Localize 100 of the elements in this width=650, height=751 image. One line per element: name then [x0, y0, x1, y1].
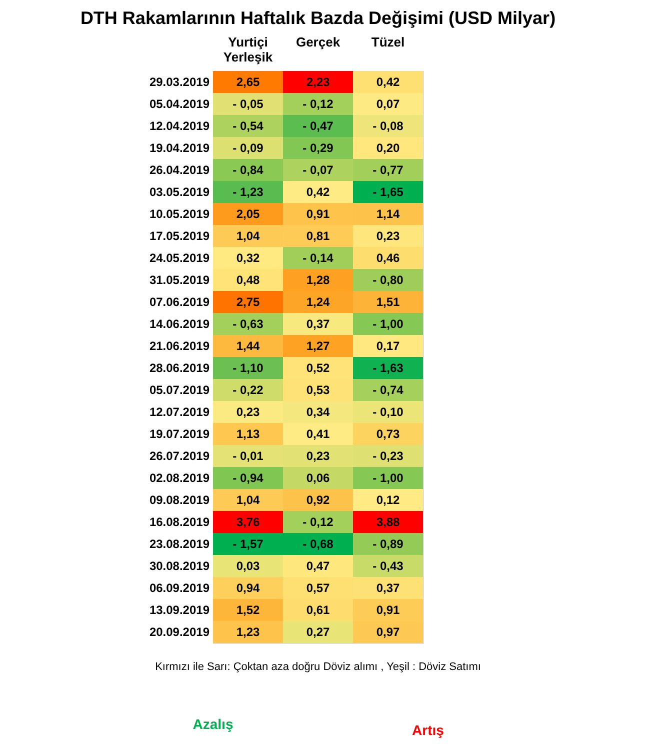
- data-label: - 0,63: [232, 317, 264, 331]
- data-label: 0,94: [236, 581, 260, 595]
- data-label: 0,42: [376, 75, 400, 89]
- data-label: - 0,80: [372, 273, 404, 287]
- data-label: 1,04: [236, 229, 260, 243]
- data-label: - 1,10: [232, 361, 264, 375]
- data-label: - 0,08: [372, 119, 404, 133]
- data-label: 0,37: [376, 581, 400, 595]
- data-label: 1,44: [236, 339, 260, 353]
- data-label: - 0,84: [232, 163, 264, 177]
- data-label: - 0,43: [372, 559, 404, 573]
- data-label: 1,04: [236, 493, 260, 507]
- x-tick-label: Gerçek: [296, 34, 341, 50]
- data-label: 0,12: [376, 493, 400, 507]
- data-label: - 1,65: [372, 185, 404, 199]
- y-tick-label: 26.04.2019: [149, 163, 210, 177]
- data-label: - 1,63: [372, 361, 404, 375]
- data-label: 0,03: [236, 559, 260, 573]
- data-label: - 1,00: [372, 471, 404, 485]
- y-tick-label: 05.04.2019: [149, 97, 210, 111]
- y-tick-label: 06.09.2019: [149, 581, 210, 595]
- data-label: 0,57: [306, 581, 330, 595]
- data-label: 0,47: [306, 559, 330, 573]
- data-label: - 0,07: [302, 163, 334, 177]
- y-tick-label: 23.08.2019: [149, 537, 210, 551]
- text: Kırmızı ile Sarı: Çoktan aza doğru Döviz alımı , Yeşil : Döviz Satımı: [155, 661, 481, 673]
- data-label: 2,65: [236, 75, 260, 89]
- y-tick-label: 26.07.2019: [149, 449, 210, 463]
- data-label: 0,41: [306, 427, 330, 441]
- data-label: - 0,14: [302, 251, 334, 265]
- y-tick-label: 17.05.2019: [149, 229, 210, 243]
- y-tick-label: 05.07.2019: [149, 383, 210, 397]
- y-tick-label: 14.06.2019: [149, 317, 210, 331]
- data-label: 2,05: [236, 207, 260, 221]
- data-label: 0,81: [306, 229, 330, 243]
- data-label: 0,07: [376, 97, 400, 111]
- y-tick-label: 07.06.2019: [149, 295, 210, 309]
- data-label: 0,46: [376, 251, 400, 265]
- data-label: - 0,77: [372, 163, 404, 177]
- data-label: - 0,05: [232, 97, 264, 111]
- data-label: 0,61: [306, 603, 330, 617]
- data-label: - 0,47: [302, 119, 334, 133]
- data-label: 0,06: [306, 471, 330, 485]
- x-tick-label: Tüzel: [371, 34, 405, 50]
- data-label: 0,27: [306, 625, 330, 639]
- data-label: 0,23: [376, 229, 400, 243]
- data-label: 0,34: [306, 405, 330, 419]
- data-label: 0,91: [376, 603, 400, 617]
- data-label: 2,75: [236, 295, 260, 309]
- y-tick-label: 21.06.2019: [149, 339, 210, 353]
- data-label: 0,17: [376, 339, 400, 353]
- y-tick-label: 28.06.2019: [149, 361, 210, 375]
- data-label: 3,88: [376, 515, 400, 529]
- data-label: 0,92: [306, 493, 330, 507]
- y-tick-label: 30.08.2019: [149, 559, 210, 573]
- y-tick-label: 31.05.2019: [149, 273, 210, 287]
- data-label: 0,52: [306, 361, 330, 375]
- data-label: 0,91: [306, 207, 330, 221]
- data-label: - 0,23: [372, 449, 404, 463]
- y-tick-label: 24.05.2019: [149, 251, 210, 265]
- data-label: 0,37: [306, 317, 330, 331]
- data-label: - 0,09: [232, 141, 264, 155]
- data-label: 1,28: [306, 273, 330, 287]
- text: Azalış: [192, 716, 234, 732]
- data-label: 0,32: [236, 251, 260, 265]
- data-label: 1,23: [236, 625, 260, 639]
- y-tick-label: 16.08.2019: [149, 515, 210, 529]
- y-tick-label: 10.05.2019: [149, 207, 210, 221]
- data-label: 1,52: [236, 603, 260, 617]
- data-label: - 1,57: [232, 537, 264, 551]
- y-tick-label: 29.03.2019: [149, 75, 210, 89]
- data-label: 1,27: [306, 339, 330, 353]
- data-label: - 0,01: [232, 449, 264, 463]
- y-tick-label: 12.07.2019: [149, 405, 210, 419]
- data-label: 0,48: [236, 273, 260, 287]
- data-label: - 0,22: [232, 383, 264, 397]
- data-label: - 0,68: [302, 537, 334, 551]
- data-label: 0,20: [376, 141, 400, 155]
- y-tick-label: 20.09.2019: [149, 625, 210, 639]
- data-label: - 0,89: [372, 537, 404, 551]
- data-label: - 0,12: [302, 515, 334, 529]
- data-label: 1,24: [306, 295, 330, 309]
- y-tick-label: 13.09.2019: [149, 603, 210, 617]
- data-label: 0,73: [376, 427, 400, 441]
- data-label: 2,23: [306, 75, 330, 89]
- data-label: 0,23: [306, 449, 330, 463]
- x-tick-label: Yurtiçi Yerleşik: [223, 34, 274, 64]
- y-tick-label: 12.04.2019: [149, 119, 210, 133]
- data-label: 0,42: [306, 185, 330, 199]
- data-label: - 0,74: [372, 383, 404, 397]
- data-label: - 1,23: [232, 185, 264, 199]
- data-label: 0,53: [306, 383, 330, 397]
- text: Artış: [412, 722, 444, 738]
- y-tick-label: 09.08.2019: [149, 493, 210, 507]
- data-label: 0,23: [236, 405, 260, 419]
- y-tick-label: 19.04.2019: [149, 141, 210, 155]
- y-tick-label: 19.07.2019: [149, 427, 210, 441]
- data-label: 3,76: [236, 515, 260, 529]
- data-label: - 0,10: [372, 405, 404, 419]
- data-label: 1,13: [236, 427, 260, 441]
